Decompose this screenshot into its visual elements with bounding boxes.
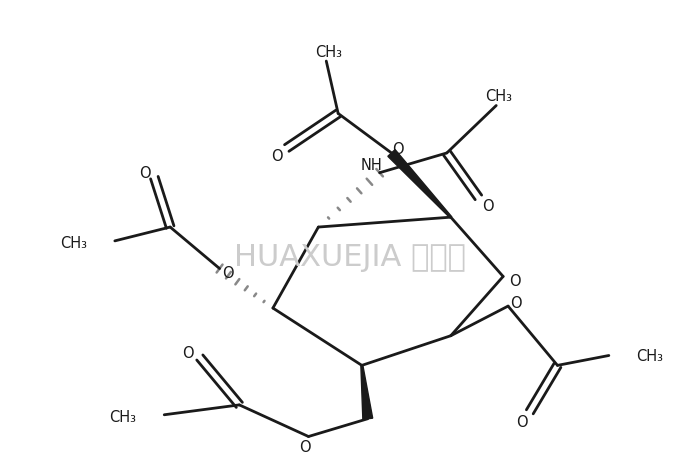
Text: O: O	[482, 198, 494, 213]
Text: O: O	[516, 414, 528, 429]
Text: CH₃: CH₃	[637, 348, 664, 363]
Text: O: O	[222, 265, 233, 281]
Text: CH₃: CH₃	[60, 236, 87, 251]
Text: CH₃: CH₃	[110, 409, 137, 424]
Polygon shape	[388, 150, 452, 219]
Text: NH: NH	[361, 158, 383, 173]
Text: CH₃: CH₃	[484, 89, 512, 104]
Text: O: O	[509, 273, 521, 288]
Text: O: O	[299, 439, 311, 454]
Text: O: O	[392, 141, 404, 156]
Text: O: O	[182, 345, 194, 360]
Text: CH₃: CH₃	[315, 44, 342, 60]
Text: O: O	[271, 149, 283, 164]
Text: HUAXUEJIA 化学加: HUAXUEJIA 化学加	[234, 243, 466, 272]
Polygon shape	[361, 365, 373, 419]
Text: O: O	[510, 295, 522, 310]
Text: O: O	[139, 166, 150, 181]
